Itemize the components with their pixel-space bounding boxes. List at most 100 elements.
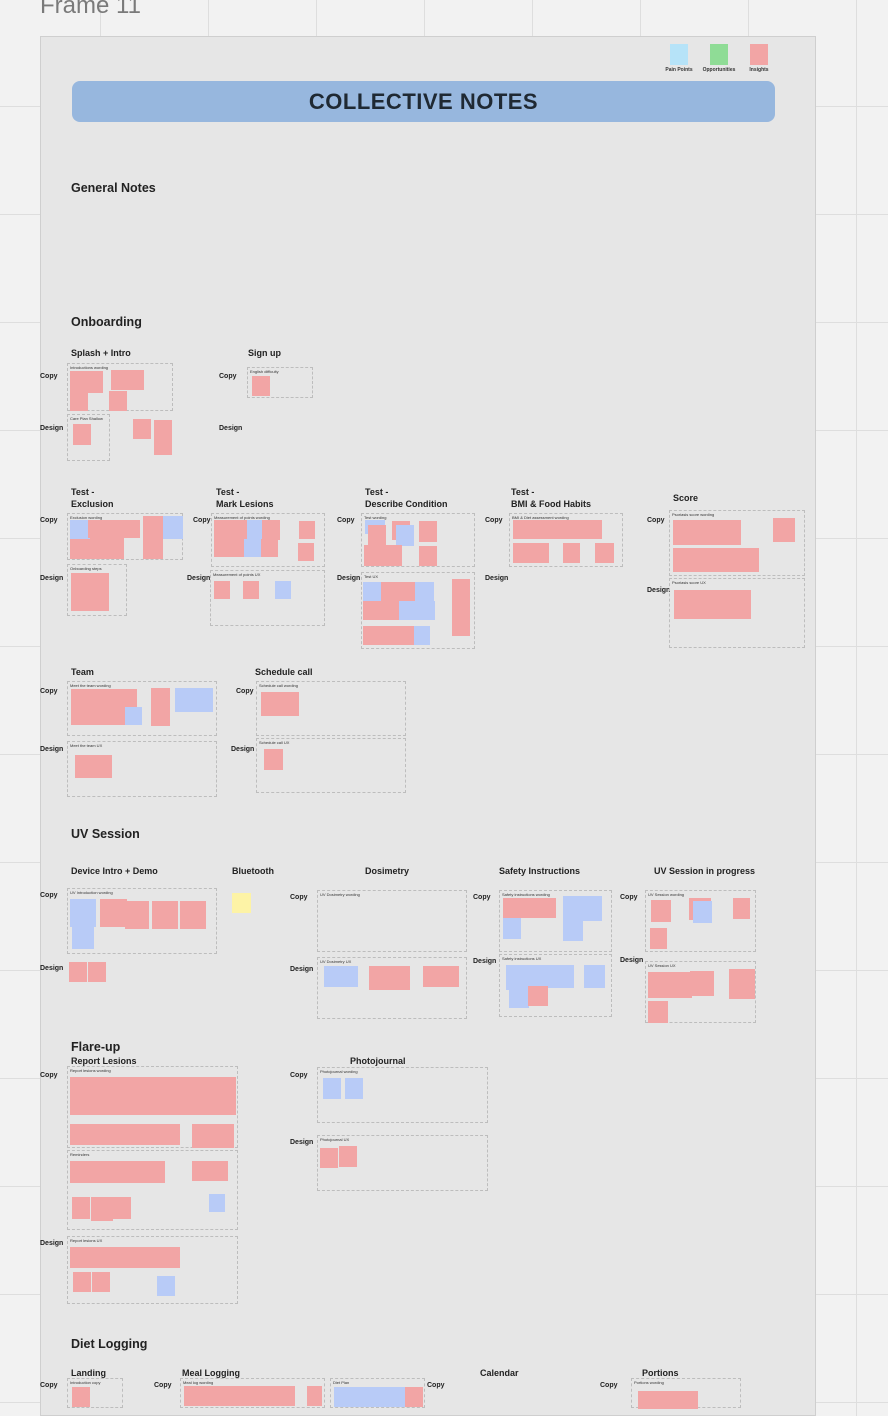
sticky-note[interactable]: [452, 579, 470, 636]
sticky-note[interactable]: [415, 582, 434, 601]
exclusion-design-box[interactable]: Onboarding steps: [67, 564, 127, 616]
sticky-note[interactable]: [509, 986, 529, 1008]
sticky-note[interactable]: [247, 520, 264, 540]
sticky-note[interactable]: [232, 893, 251, 913]
sticky-note[interactable]: [729, 969, 755, 999]
reminders-box[interactable]: Reminders: [67, 1150, 238, 1230]
sticky-note[interactable]: [405, 1387, 423, 1407]
sticky-note[interactable]: [324, 966, 358, 987]
schedule-design-box[interactable]: Schedule call UX: [256, 738, 406, 793]
sticky-note[interactable]: [109, 391, 127, 411]
sticky-note[interactable]: [673, 548, 759, 572]
sticky-note[interactable]: [673, 520, 741, 545]
landing-copy-box[interactable]: Introduction copy: [67, 1378, 123, 1408]
sticky-note[interactable]: [323, 1078, 341, 1099]
describe-copy-box[interactable]: Test wording: [361, 513, 475, 567]
safety-design-box[interactable]: Safety instructions UX: [499, 954, 612, 1017]
sticky-note[interactable]: [396, 525, 414, 546]
safety-copy-box[interactable]: Safety instructions wording: [499, 890, 612, 952]
splash-design-box[interactable]: Care Plan Shallow: [67, 414, 110, 461]
sticky-note[interactable]: [651, 900, 671, 922]
sticky-note[interactable]: [563, 543, 580, 563]
sticky-note[interactable]: [520, 965, 574, 988]
sticky-note[interactable]: [111, 370, 144, 390]
sticky-note[interactable]: [363, 582, 381, 601]
sticky-note[interactable]: [334, 1387, 406, 1407]
sticky-note[interactable]: [71, 573, 109, 593]
sticky-note[interactable]: [345, 1078, 363, 1099]
sticky-note[interactable]: [513, 520, 602, 539]
sticky-note[interactable]: [363, 601, 381, 620]
frame-label[interactable]: Frame 11: [40, 0, 141, 19]
sticky-note[interactable]: [154, 436, 172, 455]
sticky-note[interactable]: [71, 707, 126, 725]
sticky-note[interactable]: [180, 901, 206, 929]
sticky-note[interactable]: [88, 962, 106, 982]
sticky-note[interactable]: [214, 581, 230, 599]
sticky-note[interactable]: [70, 520, 90, 540]
sticky-note[interactable]: [157, 1276, 175, 1296]
bmi-copy-box[interactable]: BMI & Diet assessment wording: [509, 513, 623, 567]
sticky-note[interactable]: [70, 899, 96, 927]
sticky-note[interactable]: [528, 986, 548, 1006]
sticky-note[interactable]: [307, 1386, 322, 1406]
sticky-note[interactable]: [73, 1272, 91, 1292]
sticky-note[interactable]: [381, 582, 417, 601]
report-copy-box[interactable]: Report lesions wording: [67, 1066, 238, 1148]
sticky-note[interactable]: [69, 962, 87, 982]
sticky-note[interactable]: [339, 1146, 357, 1167]
sticky-note[interactable]: [175, 688, 213, 712]
splash-copy-box[interactable]: Introductions wording: [67, 363, 173, 411]
sticky-note-cluster[interactable]: [70, 1077, 236, 1115]
sticky-note[interactable]: [192, 1161, 228, 1181]
dosimetry-copy-box[interactable]: UV Dosimetry wording: [317, 890, 467, 952]
sticky-note[interactable]: [70, 1161, 165, 1183]
sticky-note[interactable]: [151, 688, 170, 726]
sticky-note[interactable]: [563, 919, 583, 941]
sticky-note[interactable]: [414, 626, 430, 645]
sticky-note[interactable]: [192, 1124, 234, 1148]
sticky-note[interactable]: [75, 755, 112, 778]
sticky-note[interactable]: [125, 901, 149, 929]
sticky-note[interactable]: [71, 592, 109, 611]
sticky-note[interactable]: [648, 1001, 668, 1023]
sticky-note[interactable]: [209, 1194, 225, 1212]
sticky-note[interactable]: [100, 899, 127, 927]
describe-design-box[interactable]: Test UX: [361, 572, 475, 649]
sticky-note[interactable]: [381, 601, 399, 620]
sticky-note[interactable]: [70, 393, 88, 411]
photojournal-copy-box[interactable]: Photojournal wording: [317, 1067, 488, 1123]
sticky-note[interactable]: [72, 1387, 90, 1407]
sticky-note[interactable]: [71, 689, 137, 709]
report-design-box[interactable]: Report lesions UX: [67, 1236, 238, 1304]
schedule-copy-box[interactable]: Schedule call wording: [256, 681, 406, 736]
sticky-note[interactable]: [90, 538, 124, 559]
sticky-note[interactable]: [275, 581, 291, 599]
sticky-note[interactable]: [369, 966, 410, 990]
sticky-note[interactable]: [368, 525, 386, 547]
sticky-note[interactable]: [261, 692, 299, 716]
sticky-note[interactable]: [419, 521, 437, 542]
sticky-note[interactable]: [143, 516, 163, 559]
signup-copy-box[interactable]: English difficulty: [247, 367, 313, 398]
sticky-note[interactable]: [503, 918, 521, 939]
sticky-note[interactable]: [638, 1391, 698, 1409]
score-copy-box[interactable]: Psoriasis score wording: [669, 510, 805, 576]
sticky-note[interactable]: [261, 539, 278, 557]
sticky-note[interactable]: [264, 749, 283, 770]
sticky-note[interactable]: [125, 707, 142, 725]
sticky-note[interactable]: [363, 626, 415, 645]
sticky-note[interactable]: [584, 965, 605, 988]
lesions-design-box[interactable]: Measurement of points UX: [210, 570, 325, 626]
sticky-note[interactable]: [72, 1197, 90, 1219]
sticky-note[interactable]: [693, 901, 712, 923]
sticky-note[interactable]: [133, 419, 151, 439]
score-design-box[interactable]: Psoriasis score UX: [669, 578, 805, 648]
sticky-note[interactable]: [648, 972, 692, 998]
sticky-note[interactable]: [563, 896, 602, 921]
sticky-note[interactable]: [690, 971, 714, 996]
sticky-note[interactable]: [674, 590, 751, 619]
device-copy-box[interactable]: UV Introduction wording: [67, 888, 217, 954]
sticky-note[interactable]: [419, 546, 437, 566]
dosimetry-design-box[interactable]: UV Dosimetry UX: [317, 957, 467, 1019]
